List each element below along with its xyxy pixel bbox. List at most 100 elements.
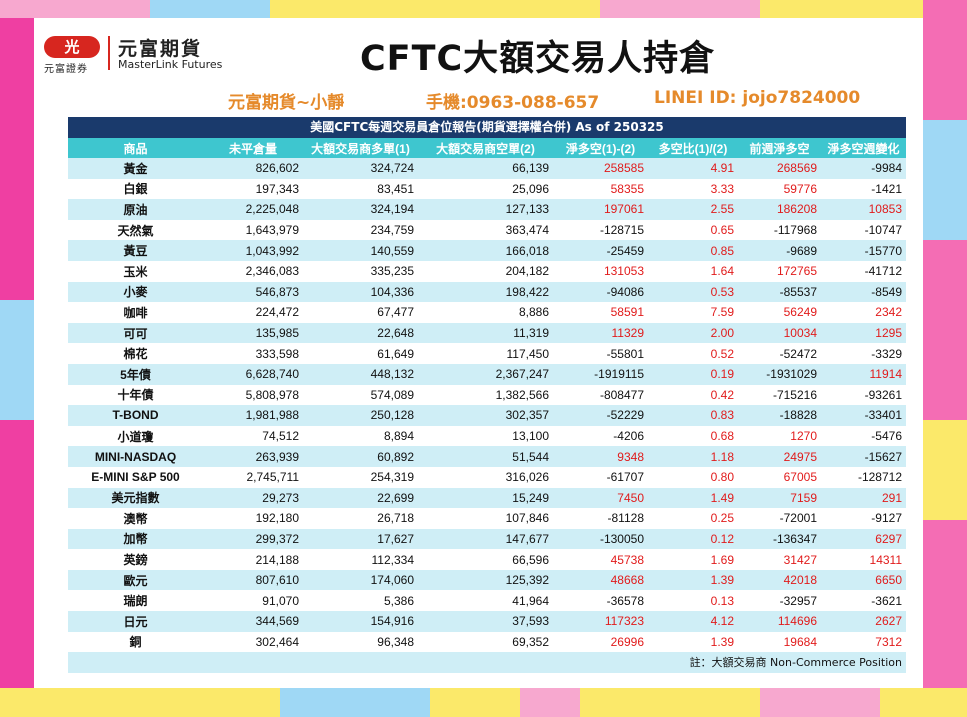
table-cell: 42018 [738,569,821,591]
table-cell: 807,610 [203,569,303,591]
commodity-name: 銅 [68,631,203,653]
commodity-name: 日元 [68,611,203,632]
table-cell: 1295 [821,322,906,344]
table-cell: 61,649 [303,343,418,364]
table-cell: -4206 [553,425,648,447]
table-cell: -61707 [553,466,648,488]
table-cell: 10853 [821,199,906,220]
table-cell: 263,939 [203,446,303,467]
logo-chinese: 元富期貨 [118,38,203,60]
commodity-name: 英鎊 [68,549,203,570]
table-row: 銅 302,464 96,348 69,352 26996 1.39 19684 7312 [68,631,906,653]
table-cell: 192,180 [203,508,303,529]
table-cell: 13,100 [418,425,553,447]
table-cell: -9127 [821,508,906,529]
column-header: 未平倉量 [203,138,303,158]
table-row: 咖啡 224,472 67,477 8,886 58591 7.59 56249 2342 [68,302,906,323]
table-cell: 117,450 [418,343,553,364]
table-cell: -55801 [553,343,648,364]
table-cell: 302,357 [418,405,553,426]
table-cell: -117968 [738,219,821,241]
commodity-name: 白銀 [68,178,203,200]
table-cell: -715216 [738,384,821,406]
commodity-name: 可可 [68,322,203,344]
table-cell: 26996 [553,631,648,653]
table-cell: -15770 [821,240,906,261]
table-cell: 91,070 [203,590,303,612]
commodity-name: 黃豆 [68,240,203,261]
table-cell: 1.18 [648,446,738,467]
table-cell: 31427 [738,549,821,570]
column-header: 商品 [68,138,203,158]
table-cell: 1,981,988 [203,405,303,426]
table-cell: 2.55 [648,199,738,220]
table-cell: 26,718 [303,508,418,529]
table-cell: 15,249 [418,487,553,509]
table-row: 瑞朗 91,070 5,386 41,964 -36578 0.13 -32957 -3621 [68,590,906,612]
table-cell: 234,759 [303,219,418,241]
table-cell: 1.39 [648,569,738,591]
table-cell: -136347 [738,528,821,550]
table-cell: 335,235 [303,260,418,282]
table-cell: 250,128 [303,405,418,426]
table-cell: -94086 [553,281,648,303]
table-cell: 224,472 [203,302,303,323]
table-cell: -18828 [738,405,821,426]
page-title: CFTC大額交易人持倉 [360,39,716,79]
table-cell: -85537 [738,281,821,303]
commodity-name: 小道瓊 [68,425,203,447]
table-row: E-MINI S&P 500 2,745,711 254,319 316,026 -61… [68,466,906,488]
column-header: 大額交易商空單(2) [418,138,553,158]
table-cell: 1,643,979 [203,219,303,241]
table-cell: 1.69 [648,549,738,570]
table-cell: 0.80 [648,466,738,488]
table-cell: -32957 [738,590,821,612]
table-cell: -9984 [821,158,906,179]
commodity-name: 加幣 [68,528,203,550]
table-cell: 59776 [738,178,821,200]
contact-phone: 手機:0963-088-657 [426,93,600,113]
logo-english: MasterLink Futures [118,58,223,71]
table-cell: 214,188 [203,549,303,570]
table-cell: 299,372 [203,528,303,550]
table-cell: 67005 [738,466,821,488]
table-row: 日元 344,569 154,916 37,593 117323 4.12 114696 26… [68,611,906,632]
table-cell: 17,627 [303,528,418,550]
table-cell: 324,724 [303,158,418,179]
table-cell: 7312 [821,631,906,653]
table-cell: 114696 [738,611,821,632]
table-cell: 66,596 [418,549,553,570]
commodity-name: 美元指數 [68,487,203,509]
commodity-name: 咖啡 [68,302,203,323]
table-cell: 25,096 [418,178,553,200]
table-cell: 147,677 [418,528,553,550]
table-row: 歐元 807,610 174,060 125,392 48668 1.39 42018 665… [68,569,906,591]
table-cell: 8,886 [418,302,553,323]
table-cell: -10747 [821,219,906,241]
table-cell: 174,060 [303,569,418,591]
table-cell: 4.91 [648,158,738,179]
table-cell: 96,348 [303,631,418,653]
table-header-row: 商品 未平倉量 大額交易商多單(1) 大額交易商空單(2) 淨多空(1)-(2) 多空比(… [68,138,906,158]
table-cell: 204,182 [418,260,553,282]
table-cell: -41712 [821,260,906,282]
table-row: 天然氣 1,643,979 234,759 363,474 -128715 0.65 -11… [68,219,906,241]
table-cell: -808477 [553,384,648,406]
table-cell: -52472 [738,343,821,364]
table-cell: 166,018 [418,240,553,261]
table-cell: -3329 [821,343,906,364]
table-row: 小道瓊 74,512 8,894 13,100 -4206 0.68 1270 -5476 [68,425,906,447]
table-cell: -128712 [821,466,906,488]
table-cell: 107,846 [418,508,553,529]
table-cell: 67,477 [303,302,418,323]
table-cell: 2,346,083 [203,260,303,282]
table-cell: 19684 [738,631,821,653]
table-cell: 45738 [553,549,648,570]
table-row: T-BOND 1,981,988 250,128 302,357 -52229 0.83-… [68,405,906,426]
table-cell: 154,916 [303,611,418,632]
table-cell: 74,512 [203,425,303,447]
table-row: 黃豆 1,043,992 140,559 166,018 -25459 0.85 -9689… [68,240,906,261]
table-cell: 22,648 [303,322,418,344]
column-header: 淨多空(1)-(2) [553,138,648,158]
